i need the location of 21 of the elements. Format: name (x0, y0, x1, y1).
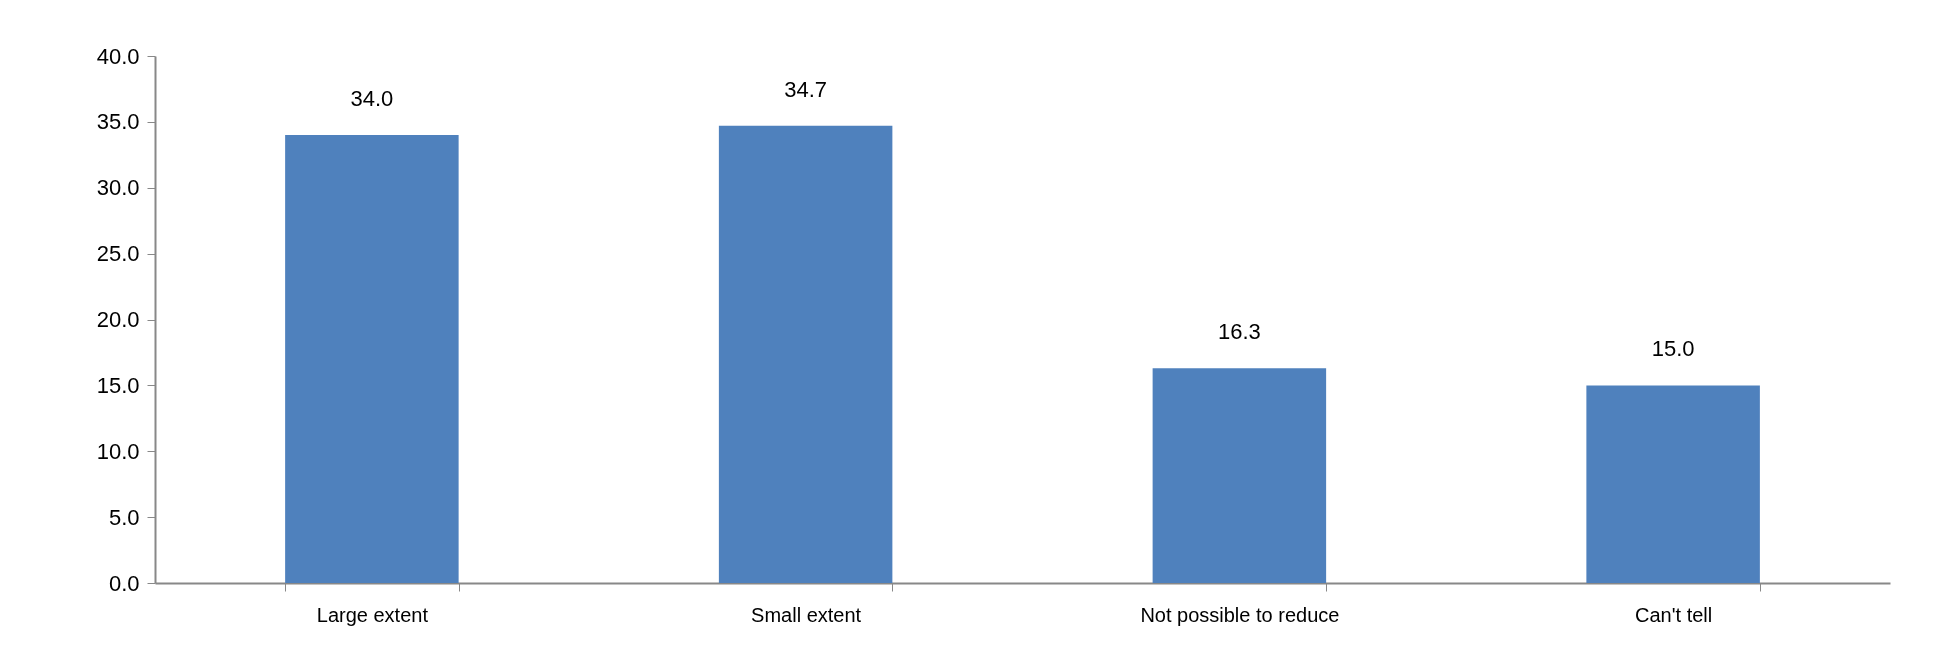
data-label: 16.3 (1217, 319, 1261, 345)
y-tick-label: 15.0 (96, 372, 140, 398)
data-label: 15.0 (1651, 336, 1695, 362)
y-tick-label: 40.0 (96, 43, 140, 69)
x-tick-label: Can't tell (1635, 603, 1713, 626)
y-tick-label: 30.0 (96, 175, 140, 201)
y-tick-label: 10.0 (96, 438, 140, 464)
bar (1152, 368, 1327, 583)
y-tick-label: 20.0 (96, 307, 140, 332)
y-tick-label: 35.0 (96, 109, 140, 135)
data-label: 34.0 (350, 86, 394, 112)
bar (285, 135, 459, 583)
x-tick-label: Not possible to reduce (1140, 603, 1340, 626)
x-tick-label: Large extent (316, 603, 429, 626)
x-tick-label: Small extent (751, 603, 862, 626)
y-tick-label: 0.0 (108, 570, 140, 596)
bar (1586, 385, 1760, 583)
y-tick-label: 25.0 (96, 241, 140, 267)
bar (718, 125, 893, 583)
y-tick-label: 5.0 (108, 504, 140, 530)
data-label: 34.7 (784, 76, 828, 102)
